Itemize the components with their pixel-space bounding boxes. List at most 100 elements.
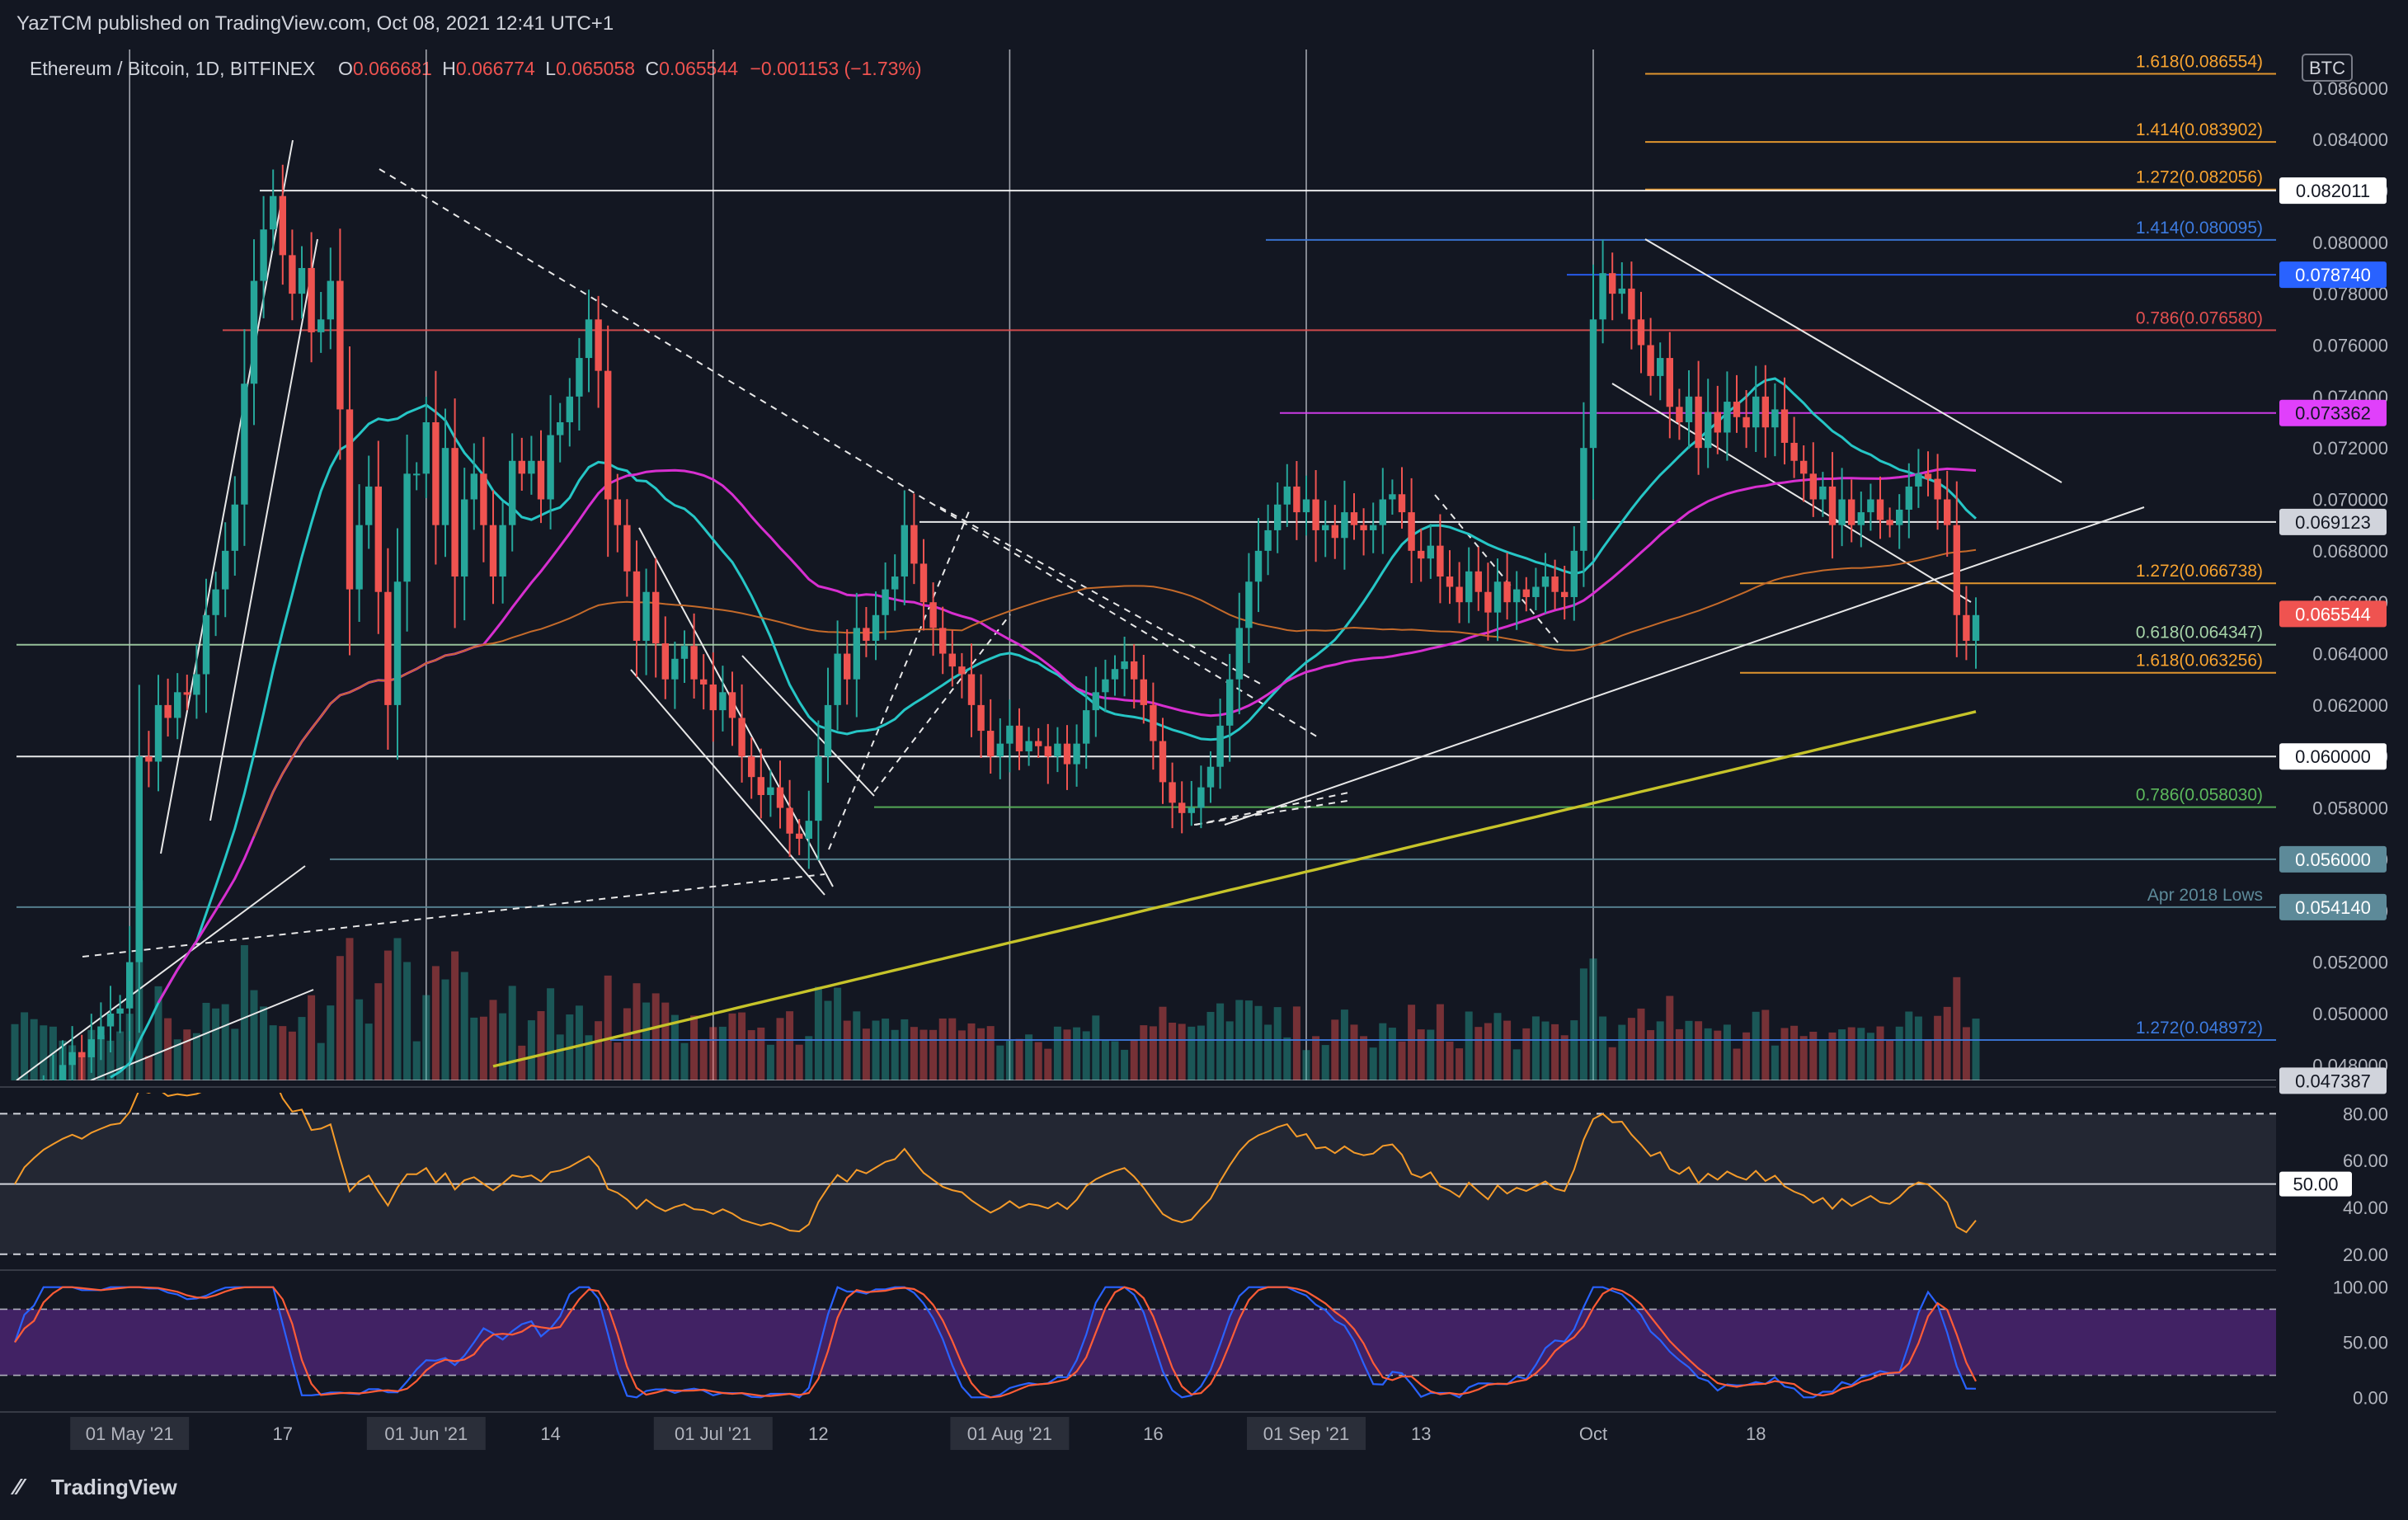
candle xyxy=(1035,727,1042,758)
candle-body xyxy=(126,962,134,1009)
candle xyxy=(336,228,344,460)
volume-bar xyxy=(1092,1015,1100,1080)
candle-body xyxy=(824,704,832,757)
candle-body xyxy=(116,1008,124,1014)
candle xyxy=(680,630,689,684)
volume-bar xyxy=(346,938,354,1080)
candle-body xyxy=(537,460,545,500)
candle xyxy=(1695,360,1702,475)
candle xyxy=(576,337,583,431)
date-tick-label: 18 xyxy=(1746,1424,1766,1444)
candle-body xyxy=(202,614,210,675)
close-label: C xyxy=(645,58,659,79)
volume-bar xyxy=(1206,1011,1215,1080)
price-axis[interactable]: 0.0480000.0500000.0520000.0540000.056000… xyxy=(2278,49,2408,1412)
volume-bar xyxy=(1484,1023,1492,1080)
moving-averages xyxy=(110,377,1978,1079)
candle xyxy=(1561,565,1568,620)
price-badge: 0.073362 xyxy=(2279,399,2387,426)
candle-body xyxy=(757,777,764,795)
candle xyxy=(1637,291,1645,374)
candle-body xyxy=(1312,499,1319,530)
candle xyxy=(1685,369,1693,449)
volume-bar xyxy=(298,1017,306,1080)
candle-body xyxy=(1073,743,1080,765)
date-tick-label: 16 xyxy=(1143,1424,1163,1444)
trendline xyxy=(873,614,1011,793)
currency-badge[interactable]: BTC xyxy=(2302,54,2353,82)
candle xyxy=(977,674,985,759)
volume-bar xyxy=(1828,1032,1837,1080)
candle xyxy=(614,473,621,553)
candle-body xyxy=(1809,473,1817,500)
candle xyxy=(585,289,593,393)
date-tick-label: 13 xyxy=(1411,1424,1431,1444)
candle-body xyxy=(1274,504,1282,530)
candle-body xyxy=(336,280,344,410)
tradingview-logo[interactable]: ⁄⁄ TradingView xyxy=(10,1474,177,1499)
candle xyxy=(1427,524,1434,579)
time-axis[interactable]: 01 May '21 17 01 Jun '21 14 01 Jul '21 12 01 A… xyxy=(70,1417,1766,1450)
candle xyxy=(919,539,928,631)
volume-bar xyxy=(1273,1007,1282,1080)
candle-body xyxy=(1254,550,1263,582)
volume-bar xyxy=(250,990,258,1080)
candle xyxy=(1761,365,1769,458)
volume-bar xyxy=(1599,1016,1607,1080)
candle xyxy=(557,402,564,463)
candle-body xyxy=(509,460,516,525)
volume-bar xyxy=(1169,1023,1177,1080)
candle-body xyxy=(1570,550,1578,597)
candle xyxy=(1541,553,1550,614)
candle xyxy=(1456,562,1463,624)
volume-bar xyxy=(1111,1041,1119,1080)
candle-body xyxy=(1618,288,1625,294)
volume-bar xyxy=(537,1010,545,1080)
price-tick: 0.080000 xyxy=(2312,233,2388,253)
trendline xyxy=(379,168,1320,739)
candle xyxy=(719,666,727,732)
volume-bar xyxy=(1159,1006,1167,1080)
candle-body xyxy=(939,628,947,654)
candle-body xyxy=(1131,661,1138,680)
candle xyxy=(1264,504,1272,576)
candle-body xyxy=(327,280,334,320)
volume-bar xyxy=(1551,1024,1559,1080)
candle-body xyxy=(346,409,354,590)
candle-body xyxy=(1513,589,1521,603)
stoch-rsi-panel xyxy=(0,1286,2276,1399)
candle-body xyxy=(1848,499,1855,525)
price-tick: 0.064000 xyxy=(2312,644,2388,665)
fib-level-label: 1.414(0.083902) xyxy=(2136,120,2263,139)
candle xyxy=(1302,475,1310,536)
rsi-level-badge-bg xyxy=(2279,1171,2352,1197)
volume-bar xyxy=(1140,1025,1148,1080)
candle xyxy=(222,522,229,618)
volume-bar xyxy=(996,1045,1004,1080)
candle-body xyxy=(1474,571,1482,592)
candle-body xyxy=(671,658,679,680)
candle xyxy=(1169,762,1176,829)
candle xyxy=(1800,445,1808,502)
open-label: O xyxy=(338,58,353,79)
candle xyxy=(910,493,918,585)
volume-bar xyxy=(1799,1036,1808,1080)
candle xyxy=(1102,659,1109,713)
price-badge-bg xyxy=(2279,1067,2387,1094)
date-tick: 01 Aug '21 xyxy=(950,1417,1070,1450)
candle-body xyxy=(1150,704,1157,741)
candle xyxy=(661,616,669,699)
open-value: 0.066681 xyxy=(353,58,432,79)
candle-body xyxy=(374,486,382,592)
candle-body xyxy=(709,684,717,711)
volume-bar xyxy=(957,1030,966,1080)
low-value: 0.065058 xyxy=(556,58,635,79)
volume-bar xyxy=(1408,1005,1416,1080)
volume-bar xyxy=(1704,1028,1712,1080)
candle-body xyxy=(1437,545,1444,577)
candle-body xyxy=(796,833,803,839)
candle-body xyxy=(183,692,190,695)
date-tick-label: 01 Jun '21 xyxy=(384,1424,468,1444)
